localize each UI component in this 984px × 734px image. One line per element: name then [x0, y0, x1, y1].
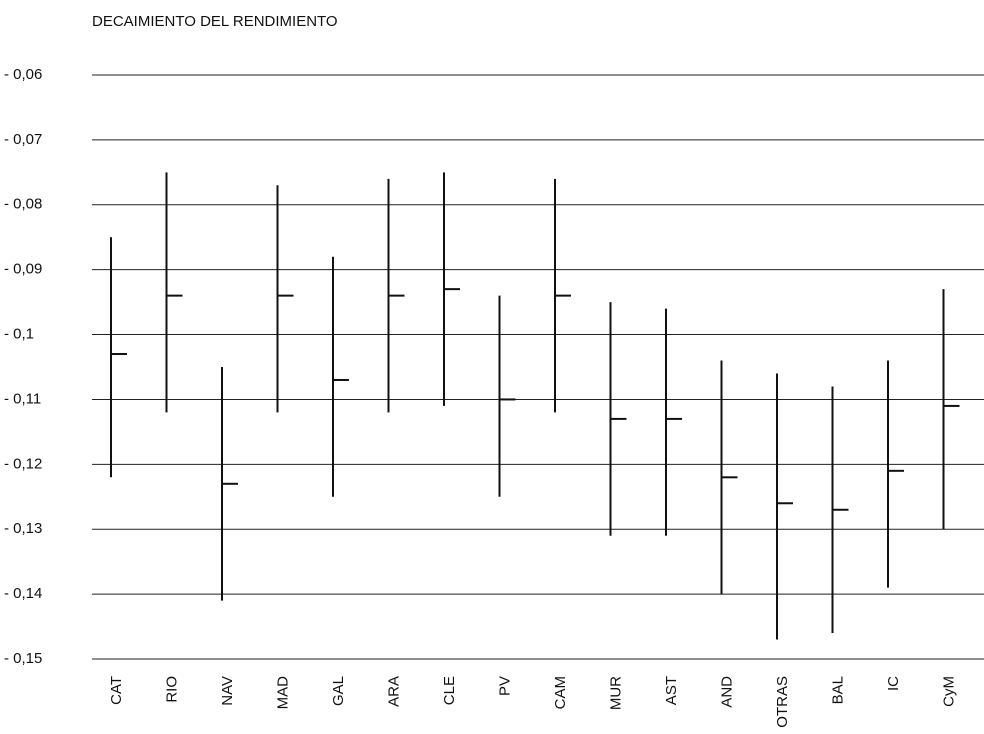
x-tick-label: AST [663, 676, 680, 705]
x-tick-label: IC [885, 676, 902, 691]
x-tick-label: BAL [829, 676, 846, 704]
x-tick-label: CLE [441, 676, 458, 705]
y-tick-label: - 0,06 [4, 66, 42, 83]
x-tick-label: NAV [219, 676, 236, 706]
x-tick-label: MUR [607, 676, 624, 710]
x-tick-label: PV [496, 676, 513, 696]
x-tick-label: GAL [330, 676, 347, 706]
y-tick-label: - 0,14 [4, 585, 42, 602]
y-tick-label: - 0,1 [4, 326, 34, 343]
x-tick-label: CAM [552, 676, 569, 709]
y-tick-label: - 0,11 [4, 390, 41, 407]
x-tick-label: RIO [163, 676, 180, 703]
x-tick-label: CAT [108, 676, 125, 705]
y-tick-label: - 0,12 [4, 455, 42, 472]
x-tick-label: AND [718, 676, 735, 708]
x-tick-label: ARA [385, 676, 402, 707]
x-tick-label: MAD [274, 676, 291, 710]
chart-title: DECAIMIENTO DEL RENDIMIENTO [92, 13, 338, 30]
x-tick-label: CyM [940, 676, 957, 707]
y-tick-label: - 0,08 [4, 196, 42, 213]
y-tick-label: - 0,15 [4, 650, 42, 667]
x-tick-label: OTRAS [774, 676, 791, 728]
y-tick-label: - 0,07 [4, 131, 42, 148]
y-tick-label: - 0,09 [4, 261, 42, 278]
y-tick-label: - 0,13 [4, 520, 42, 537]
